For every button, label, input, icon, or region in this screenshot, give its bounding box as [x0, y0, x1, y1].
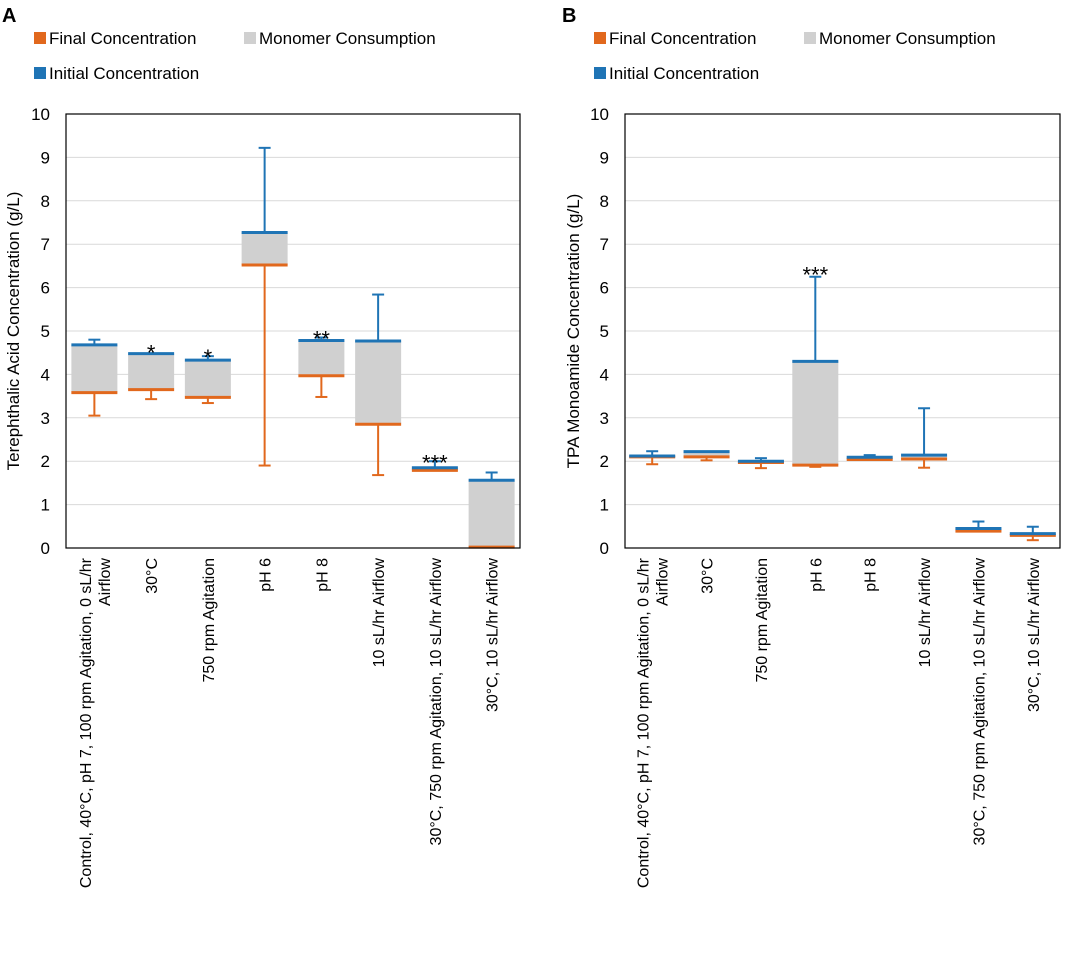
- consumption-bar: [128, 353, 175, 390]
- x-tick-label-line: Control, 40°C, pH 7, 100 rpm Agitation, …: [636, 557, 653, 888]
- x-tick-label: 30°C, 750 rpm Agitation, 10 sL/hr Airflo…: [971, 558, 988, 846]
- x-tick-label: pH 6: [808, 558, 825, 592]
- panel-label: A: [2, 5, 16, 27]
- legend-label-initial: Initial Concentration: [49, 64, 199, 83]
- x-tick-label: 30°C, 750 rpm Agitation, 10 sL/hr Airflo…: [428, 558, 445, 846]
- legend-label-final: Final Concentration: [609, 29, 756, 48]
- x-tick-label: 30°C: [700, 558, 717, 594]
- x-tick-label-line: Control, 40°C, pH 7, 100 rpm Agitation, …: [78, 557, 95, 888]
- x-tick-label: 30°C: [144, 558, 161, 594]
- y-tick-label: 9: [41, 148, 50, 167]
- y-axis-label: TPA Monoamide Concentration (g/L): [564, 194, 583, 469]
- legend-swatch-final: [594, 32, 606, 44]
- legend-label-final: Final Concentration: [49, 29, 196, 48]
- x-tick-label: 750 rpm Agitation: [201, 558, 218, 683]
- x-tick-label: pH 8: [863, 558, 880, 592]
- x-tick-label-line: pH 8: [863, 558, 880, 592]
- panel-a: A Final Concentration Monomer Consumption I…: [2, 5, 521, 888]
- legend-swatch-consumption: [804, 32, 816, 44]
- y-tick-label: 0: [41, 539, 50, 558]
- x-tick-label-line: Airflow: [97, 558, 114, 606]
- y-tick-label: 8: [41, 192, 50, 211]
- y-tick-label: 1: [41, 496, 50, 515]
- significance-marker: ***: [802, 262, 828, 287]
- x-tick-label: 750 rpm Agitation: [754, 558, 771, 683]
- plot-frame: [624, 113, 1061, 549]
- x-tick-label: pH 6: [258, 558, 275, 592]
- x-tick-label: 10 sL/hr Airflow: [917, 558, 934, 668]
- significance-marker: ***: [422, 450, 448, 475]
- panel-label: B: [562, 5, 576, 27]
- x-tick-label-line: 30°C, 10 sL/hr Airflow: [485, 558, 502, 712]
- x-tick-label-line: 750 rpm Agitation: [754, 558, 771, 683]
- y-tick-label: 1: [600, 496, 609, 515]
- x-tick-label: 10 sL/hr Airflow: [371, 558, 388, 668]
- legend-swatch-final: [34, 32, 46, 44]
- significance-marker: **: [313, 327, 331, 352]
- y-tick-label: 4: [41, 365, 50, 384]
- x-tick-label-line: 30°C, 750 rpm Agitation, 10 sL/hr Airflo…: [971, 558, 988, 846]
- y-tick-label: 7: [41, 235, 50, 254]
- x-tick-label: 30°C, 10 sL/hr Airflow: [1026, 558, 1043, 712]
- consumption-bar: [184, 360, 231, 398]
- consumption-bar: [355, 340, 402, 425]
- y-tick-label: 3: [600, 409, 609, 428]
- y-axis-label: Terephthalic Acid Concentration (g/L): [4, 192, 23, 471]
- y-tick-label: 7: [600, 235, 609, 254]
- y-tick-label: 2: [600, 452, 609, 471]
- x-tick-label-line: 750 rpm Agitation: [201, 558, 218, 683]
- consumption-bar: [792, 361, 839, 466]
- x-tick-label-line: pH 6: [808, 558, 825, 592]
- x-tick-label-line: 30°C: [144, 558, 161, 594]
- x-tick-label-line: pH 6: [258, 558, 275, 592]
- legend-swatch-initial: [594, 67, 606, 79]
- x-tick-label: Control, 40°C, pH 7, 100 rpm Agitation, …: [636, 557, 672, 888]
- y-tick-label: 0: [600, 539, 609, 558]
- x-tick-label: 30°C, 10 sL/hr Airflow: [485, 558, 502, 712]
- y-tick-label: 6: [41, 279, 50, 298]
- y-tick-label: 3: [41, 409, 50, 428]
- y-tick-label: 10: [31, 105, 50, 124]
- x-tick-label: Control, 40°C, pH 7, 100 rpm Agitation, …: [78, 557, 114, 888]
- x-tick-label-line: 10 sL/hr Airflow: [917, 558, 934, 668]
- y-tick-label: 8: [600, 192, 609, 211]
- x-tick-label-line: 30°C: [700, 558, 717, 594]
- y-tick-label: 5: [41, 322, 50, 341]
- y-tick-label: 9: [600, 148, 609, 167]
- y-tick-label: 6: [600, 279, 609, 298]
- x-tick-label-line: 30°C, 10 sL/hr Airflow: [1026, 558, 1043, 712]
- legend-label-consumption: Monomer Consumption: [259, 29, 436, 48]
- y-tick-label: 4: [600, 365, 609, 384]
- x-tick-label-line: pH 8: [314, 558, 331, 592]
- legend-label-consumption: Monomer Consumption: [819, 29, 996, 48]
- x-tick-label-line: Airflow: [655, 558, 672, 606]
- legend-swatch-initial: [34, 67, 46, 79]
- consumption-bar: [298, 340, 345, 376]
- y-tick-label: 5: [600, 322, 609, 341]
- consumption-bar: [468, 480, 515, 548]
- plot-frame: [65, 113, 521, 549]
- y-tick-label: 2: [41, 452, 50, 471]
- consumption-bar: [683, 451, 730, 457]
- legend-swatch-consumption: [244, 32, 256, 44]
- significance-marker: *: [147, 341, 156, 366]
- y-tick-label: 10: [590, 105, 609, 124]
- consumption-bar: [241, 232, 288, 266]
- x-tick-label: pH 8: [314, 558, 331, 592]
- x-tick-label-line: 30°C, 750 rpm Agitation, 10 sL/hr Airflo…: [428, 558, 445, 846]
- x-tick-label-line: 10 sL/hr Airflow: [371, 558, 388, 668]
- significance-marker: *: [204, 345, 213, 370]
- legend-label-initial: Initial Concentration: [609, 64, 759, 83]
- panel-b: B Final Concentration Monomer Consumption I…: [562, 5, 1061, 888]
- consumption-bar: [901, 455, 948, 460]
- consumption-bar: [71, 344, 118, 393]
